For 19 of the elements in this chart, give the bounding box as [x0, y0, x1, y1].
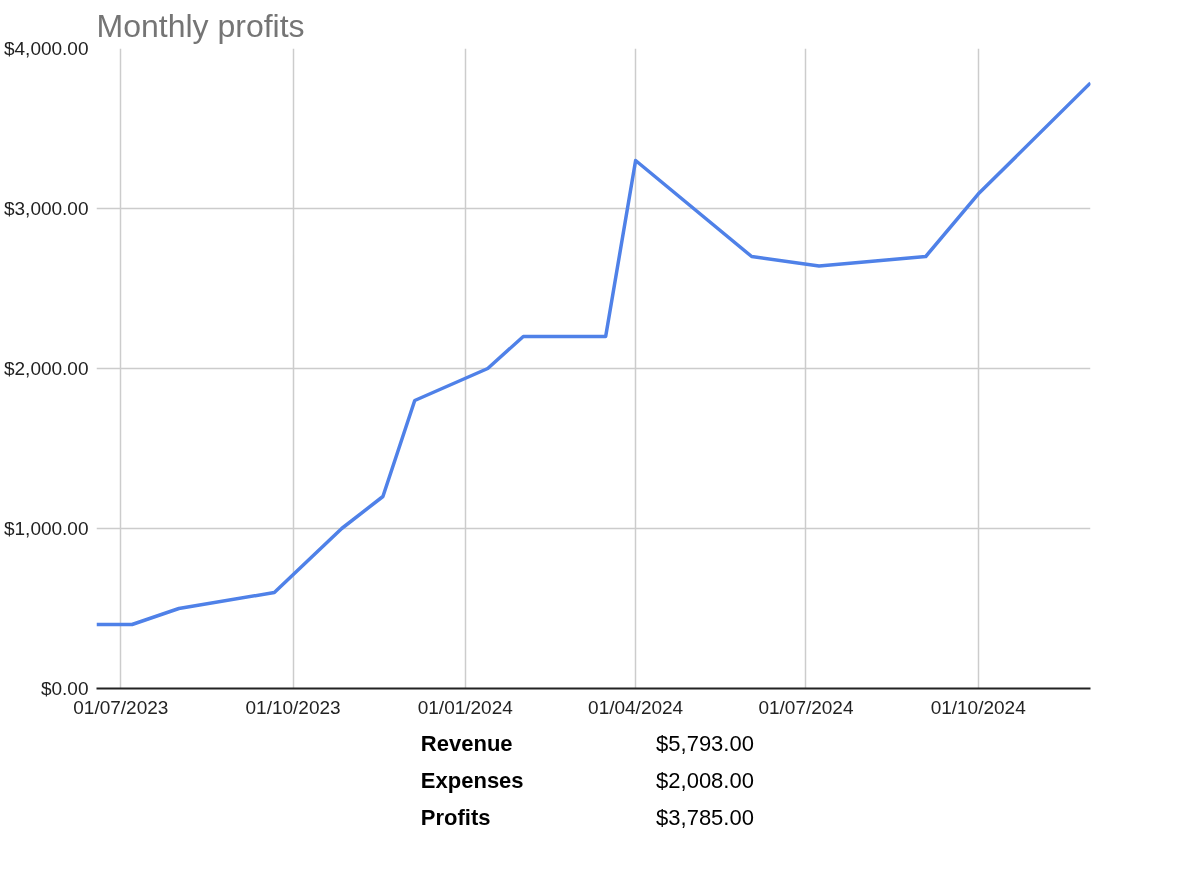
y-tick-label: $2,000.00 — [3, 358, 89, 379]
text: $5,793.00 — [656, 731, 754, 757]
x-tick-label: 01/10/2024 — [930, 696, 1027, 718]
y-tick-label: $1,000.00 — [3, 518, 89, 539]
x-tick-label: 01/04/2024 — [588, 696, 684, 718]
text: Expenses — [420, 768, 524, 794]
text: Revenue — [420, 731, 513, 757]
text: $2,008.00 — [656, 768, 754, 794]
x-tick-label: 01/10/2023 — [245, 696, 341, 718]
y-tick-label: $3,000.00 — [3, 198, 89, 219]
y-tick-label: $0.00 — [40, 678, 89, 699]
y-tick-label: $4,000.00 — [3, 38, 89, 59]
x-tick-label: 01/07/2023 — [73, 696, 169, 718]
x-tick-label: 01/01/2024 — [417, 696, 514, 718]
line-series — [96, 81, 1091, 627]
x-tick-label: 01/07/2024 — [758, 696, 854, 718]
text: Profits — [420, 805, 491, 831]
chart-title: Monthly profits — [96, 7, 305, 44]
text: $3,785.00 — [656, 805, 754, 831]
